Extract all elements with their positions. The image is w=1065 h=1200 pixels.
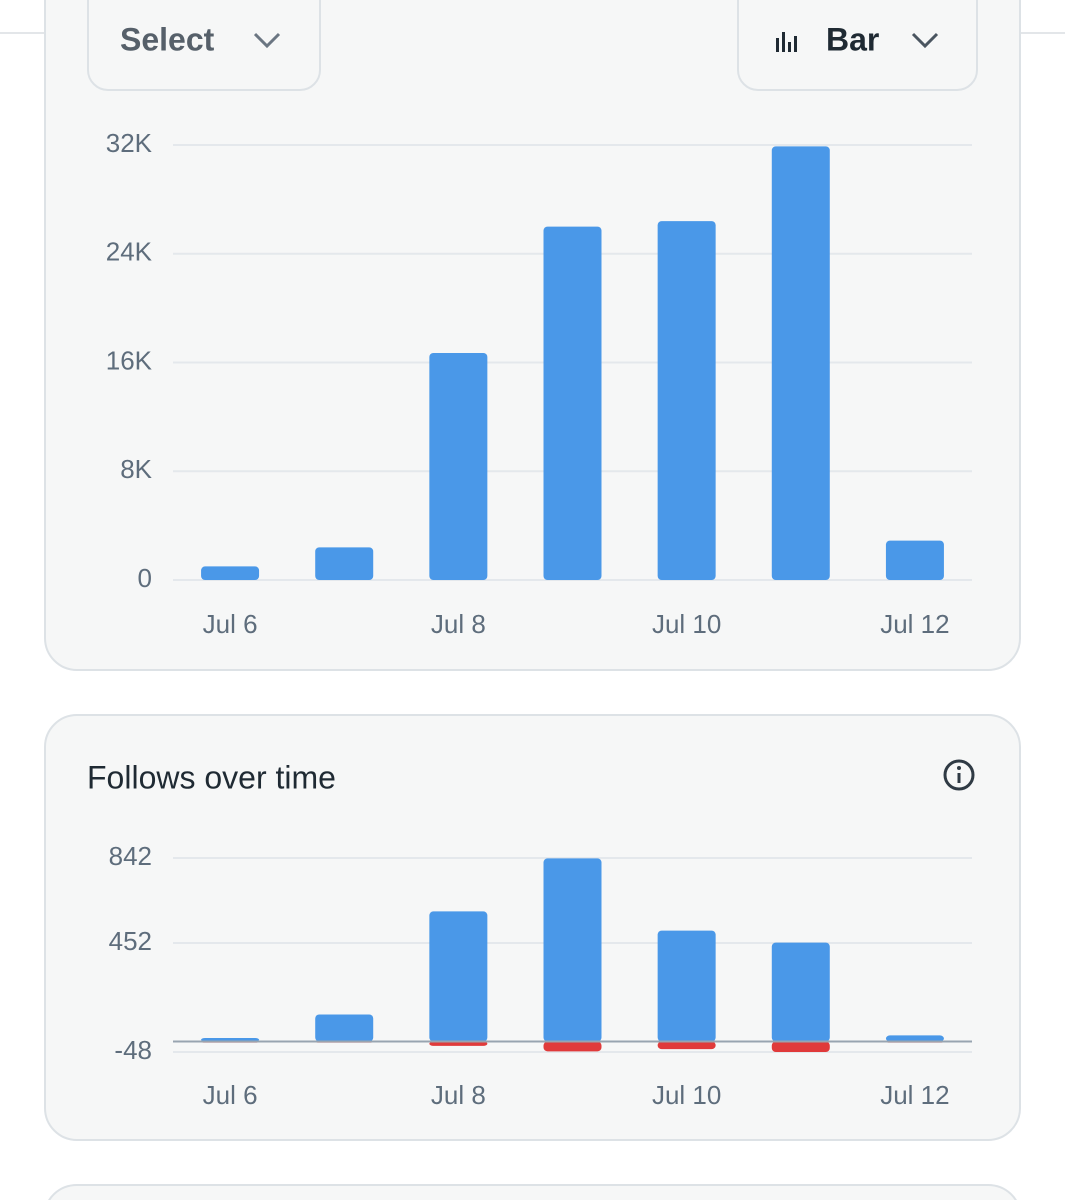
- y-tick-label: 0: [138, 563, 152, 593]
- bar: [885, 1035, 944, 1042]
- bar: [543, 226, 602, 580]
- bar: [543, 1041, 602, 1052]
- bar: [885, 540, 944, 580]
- x-tick-label: Jul 8: [431, 1080, 486, 1110]
- x-tick-label: Jul 10: [652, 1080, 721, 1110]
- bar: [771, 146, 830, 580]
- bar: [771, 942, 830, 1042]
- bar: [201, 566, 260, 580]
- info-icon[interactable]: [943, 759, 975, 791]
- y-tick-label: 8K: [120, 454, 152, 484]
- x-tick-label: Jul 12: [880, 1080, 949, 1110]
- y-tick-label: -48: [114, 1035, 152, 1065]
- bar: [657, 930, 716, 1042]
- y-tick-label: 16K: [106, 345, 153, 375]
- x-tick-label: Jul 10: [652, 609, 721, 639]
- bar: [657, 221, 716, 580]
- y-tick-label: 842: [109, 841, 152, 871]
- view-label: Bar: [826, 21, 879, 57]
- select-label: Select: [120, 21, 215, 57]
- x-tick-label: Jul 8: [431, 609, 486, 639]
- select-dropdown[interactable]: [87, 0, 321, 91]
- bar: [657, 1041, 716, 1050]
- card: [44, 0, 1021, 671]
- x-tick-label: Jul 6: [203, 1080, 258, 1110]
- bar: [429, 1041, 488, 1046]
- bar: [315, 1014, 374, 1042]
- bar-icon: [776, 32, 797, 52]
- card: [48, 1184, 1017, 1200]
- y-tick-label: 24K: [106, 237, 153, 267]
- bar: [315, 547, 374, 580]
- chevron: [911, 32, 939, 49]
- chart-title: Follows over time: [87, 759, 336, 795]
- x-tick-label: Jul 12: [880, 609, 949, 639]
- bar: [771, 1041, 830, 1052]
- y-tick-label: 452: [109, 926, 152, 956]
- bar: [429, 911, 488, 1042]
- bar: [543, 858, 602, 1042]
- y-tick-label: 32K: [106, 128, 153, 158]
- view-dropdown[interactable]: [737, 0, 978, 91]
- bar: [429, 352, 488, 580]
- chevron: [253, 32, 281, 49]
- x-tick-label: Jul 6: [203, 609, 258, 639]
